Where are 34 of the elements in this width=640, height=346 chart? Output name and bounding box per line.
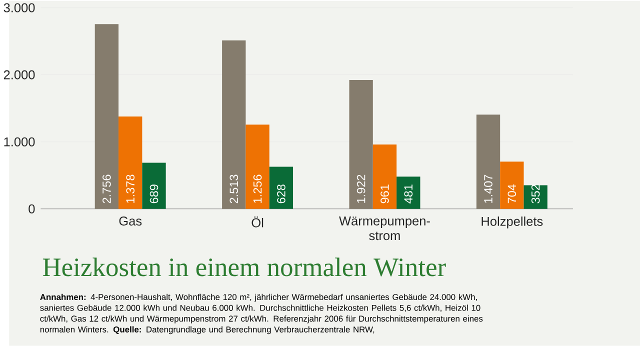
- x-tick-label: Wärmepumpen-strom: [339, 216, 430, 240]
- bar: [476, 114, 500, 209]
- text: Annahmen: 4-Personen-Haushalt, Wohnfläche 120 m², jährlicher Wärmebedarf unsaniertes Gebäude 24.000 kWh, saniertes Gebäude 12.000 kWh und Neubau 6.000 kWh. Durchschnittliche Heizkosten Pellets 5,6 ct/kWh, Heizöl 10 ct/kWh, Gas 12 ct/kWh und Wärmepumpenstrom 27 ct/kWh. Referenzjahr 2006 für Durchschnittstemperaturen eines normalen Winters. Quelle: Datengrundlage und Berechnung Verbraucherzentrale NRW,: [40, 294, 483, 334]
- data-label: 352: [531, 184, 540, 204]
- data-label: 1.378: [126, 174, 135, 203]
- bar: [524, 185, 548, 209]
- bar: [246, 124, 270, 209]
- data-label: 689: [150, 184, 158, 204]
- bar: [94, 24, 119, 209]
- bar: [222, 40, 246, 209]
- data-label: 481: [404, 184, 413, 204]
- y-tick-label: 0: [28, 204, 35, 214]
- text: Heizkosten in einem normalen Winter: [42, 258, 446, 276]
- data-label: 704: [508, 184, 516, 204]
- data-label: 961: [380, 184, 389, 204]
- x-tick-label: Gas: [119, 216, 142, 226]
- bar: [372, 144, 397, 209]
- data-label: 2.513: [230, 174, 238, 204]
- bar: [500, 162, 524, 209]
- bar: [396, 176, 420, 209]
- bar: [118, 116, 142, 209]
- data-label: 1.922: [356, 174, 366, 203]
- x-tick-label: Öl: [252, 216, 264, 228]
- bar: [269, 166, 294, 209]
- y-tick-label: 3.000: [4, 3, 35, 12]
- data-label: 628: [277, 184, 286, 204]
- y-tick-label: 2.000: [4, 70, 35, 80]
- bar: [142, 162, 166, 209]
- data-label: 1.256: [253, 174, 262, 203]
- y-tick-label: 1.000: [4, 137, 35, 146]
- x-tick-label: Holzpellets: [482, 216, 543, 228]
- bar: [349, 80, 373, 209]
- data-label: 1.407: [484, 174, 492, 203]
- data-label: 2.756: [102, 174, 111, 204]
